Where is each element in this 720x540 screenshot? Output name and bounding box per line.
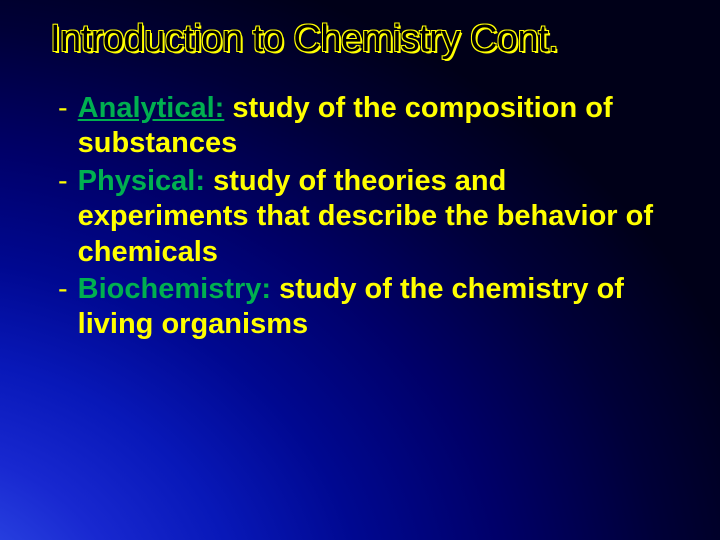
bullet-dash: - — [58, 164, 68, 270]
bullet-dash: - — [58, 91, 68, 162]
list-item-body: Biochemistry: study of the chemistry of … — [78, 272, 680, 343]
slide-title: Introduction to Chemistry Cont. — [50, 18, 680, 61]
term-label: Biochemistry: — [78, 273, 271, 305]
bullet-dash: - — [58, 272, 68, 343]
list-item-body: Physical: study of theories and experime… — [78, 164, 680, 270]
list-item: - Biochemistry: study of the chemistry o… — [58, 272, 680, 343]
term-label: Analytical: — [78, 92, 225, 124]
list-item: - Physical: study of theories and experi… — [58, 164, 680, 270]
list-item: - Analytical: study of the composition o… — [58, 91, 680, 162]
list-item-body: Analytical: study of the composition of … — [78, 91, 680, 162]
slide-body: - Analytical: study of the composition o… — [50, 91, 680, 343]
term-label: Physical: — [78, 165, 205, 197]
slide-container: Introduction to Chemistry Cont. - Analyt… — [0, 0, 720, 540]
